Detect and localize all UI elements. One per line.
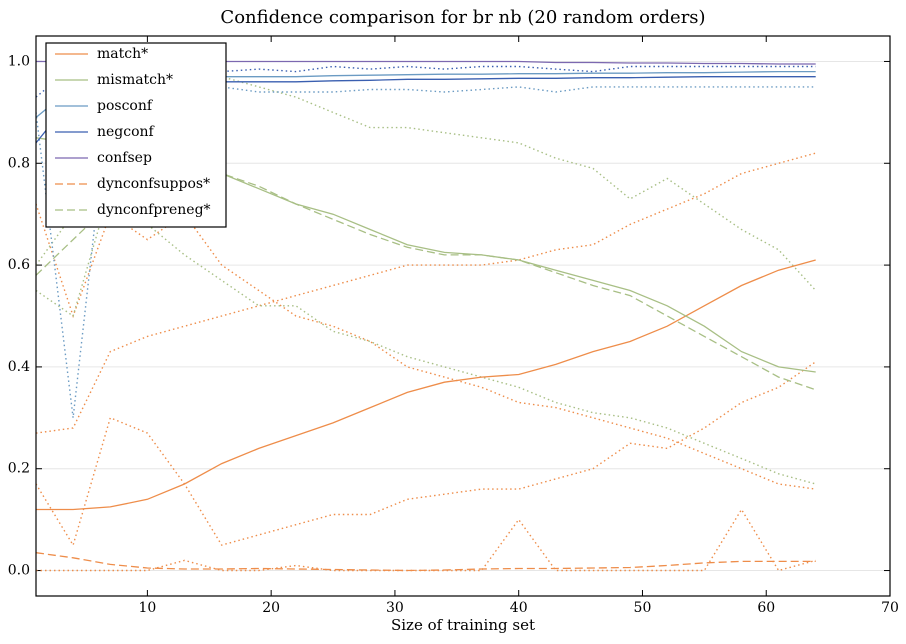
x-tick-label: 20: [262, 600, 280, 616]
legend-label: posconf: [97, 98, 154, 114]
x-tick-label: 70: [881, 600, 899, 616]
y-tick-label: 0.0: [8, 563, 30, 579]
chart-title: Confidence comparison for br nb (20 rand…: [220, 7, 705, 28]
dotted-line: [36, 508, 816, 572]
dotted-line: [36, 60, 817, 291]
y-tick-label: 0.2: [8, 461, 30, 477]
legend-label: mismatch*: [97, 72, 173, 88]
legend: match* mismatch* posconf negconf confsep dync…: [45, 42, 227, 228]
plot-lines: [36, 60, 817, 572]
x-tick-label: 50: [634, 600, 652, 616]
legend-box: [45, 42, 227, 228]
x-tick-label: 60: [757, 600, 775, 616]
legend-label: dynconfpreneg*: [97, 202, 211, 218]
y-tick-label: 0.6: [8, 257, 30, 273]
y-tick-label: 0.4: [8, 359, 30, 375]
x-axis-label: Size of training set: [391, 616, 535, 634]
x-tick-label: 30: [386, 600, 404, 616]
series-line: [36, 552, 816, 572]
x-tick-label: 40: [510, 600, 528, 616]
legend-label: match*: [97, 46, 148, 62]
plot-frame: [35, 35, 891, 597]
legend-label: confsep: [97, 150, 152, 166]
x-tick-label: 10: [138, 600, 156, 616]
dotted-line: [36, 187, 816, 485]
legend-label: negconf: [97, 124, 156, 140]
dotted-line: [36, 152, 816, 434]
y-tick-label: 1.0: [8, 53, 30, 69]
dotted-line: [36, 361, 817, 547]
y-tick-label: 0.8: [8, 155, 30, 171]
legend-label: dynconfsuppos*: [97, 176, 210, 192]
